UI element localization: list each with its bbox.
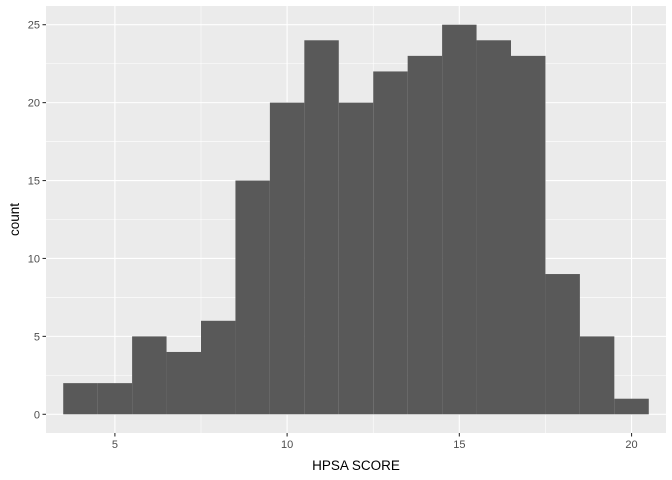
histogram-bar (201, 320, 236, 415)
x-tick-label: 20 (625, 439, 637, 451)
y-tick-label: 15 (28, 176, 40, 188)
histogram-bar (511, 55, 546, 415)
histogram-bar (132, 336, 167, 415)
histogram-bar (407, 55, 443, 415)
y-tick-label: 25 (28, 20, 40, 32)
x-tick-label: 5 (112, 439, 118, 451)
x-tick-label: 10 (281, 439, 293, 451)
y-axis: 0 5 10 15 20 25 (28, 20, 46, 421)
y-tick-label: 10 (28, 253, 40, 265)
y-axis-title: count (7, 203, 22, 236)
histogram-bar (579, 336, 615, 415)
histogram-bar (338, 102, 374, 415)
histogram-bar (269, 102, 305, 415)
histogram-bar (373, 71, 408, 415)
y-tick-label: 20 (28, 98, 40, 110)
histogram-bars (63, 24, 649, 415)
x-axis-title: HPSA SCORE (312, 458, 400, 473)
histogram-bar (63, 383, 98, 415)
x-axis: 5 10 15 20 (112, 433, 638, 451)
y-tick-label: 5 (34, 331, 40, 343)
histogram-bar (545, 274, 580, 415)
histogram-bar (476, 40, 511, 415)
histogram-bar (97, 383, 133, 415)
histogram-bar (304, 40, 339, 415)
histogram-bar (442, 24, 477, 415)
histogram-bar (166, 351, 201, 415)
histogram-bar (614, 398, 649, 415)
x-tick-label: 15 (453, 439, 465, 451)
y-tick-label: 0 (34, 409, 40, 421)
histogram-bar (235, 180, 270, 415)
